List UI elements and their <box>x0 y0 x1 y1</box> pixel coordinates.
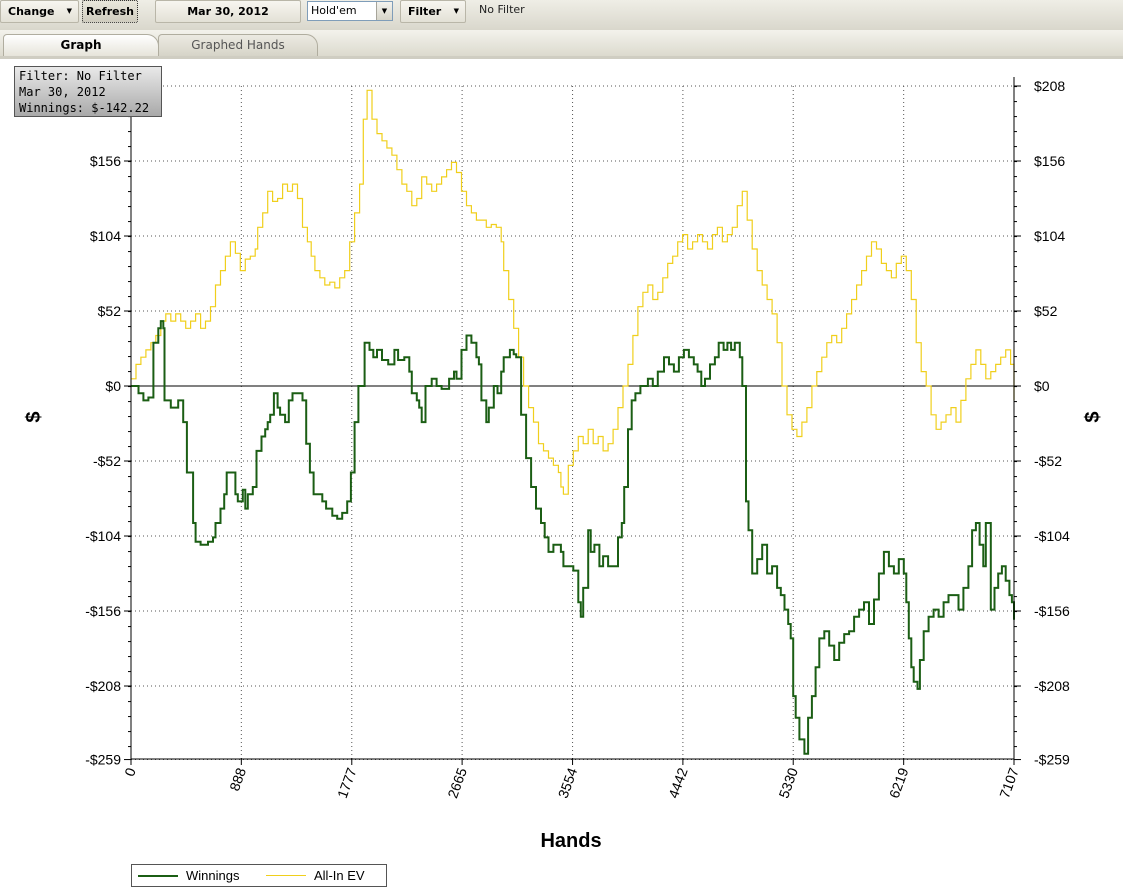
legend-label-allin-ev: All-In EV <box>314 868 365 883</box>
winnings-series-line <box>131 320 1015 755</box>
x-tick-label: 2665 <box>444 765 470 800</box>
x-tick-label: 888 <box>226 765 249 793</box>
legend-swatch-winnings <box>138 875 178 877</box>
game-select[interactable]: Hold'em ▼ <box>307 1 393 21</box>
change-button[interactable]: Change ▼ <box>0 0 79 23</box>
game-select-value: Hold'em <box>311 4 357 17</box>
y-tick-label-right: $208 <box>1034 78 1065 94</box>
change-label: Change <box>8 5 55 18</box>
left-axis: -$259 -$208 -$156 -$104 -$52 $0 $52 $104 $156 <box>85 86 131 768</box>
y-tick-label-right: $104 <box>1034 228 1065 244</box>
tab-graph[interactable]: Graph <box>3 34 159 56</box>
toolbar: Change ▼ Refresh Mar 30, 2012 Hold'em ▼ … <box>0 0 1123 31</box>
tab-graphed-hands[interactable]: Graphed Hands <box>158 34 318 56</box>
y-tick-label-right: $156 <box>1034 153 1065 169</box>
date-button[interactable]: Mar 30, 2012 <box>155 0 301 23</box>
y-axis-title-right: $ <box>1082 411 1104 422</box>
info-date: Mar 30, 2012 <box>19 85 106 99</box>
tab-bar: Graph Graphed Hands <box>0 30 1123 59</box>
y-tick-label-left: -$208 <box>85 678 121 694</box>
y-tick-label-right: $52 <box>1034 303 1058 319</box>
legend-swatch-allin-ev <box>266 875 306 876</box>
right-axis: -$259 -$208 -$156 -$104 -$52 $0 $52 $104 $156 $20… <box>1014 78 1070 768</box>
chevron-down-icon: ▼ <box>66 7 72 15</box>
y-tick-label-left: $52 <box>98 303 122 319</box>
x-tick-label: 6219 <box>886 765 912 800</box>
refresh-button[interactable]: Refresh <box>82 0 138 23</box>
info-winnings: Winnings: $-142.22 <box>19 101 150 115</box>
y-tick-label-right: -$156 <box>1034 603 1070 619</box>
filter-status: No Filter <box>479 3 525 16</box>
x-axis: 0 888 1777 2665 3554 4442 5330 6219 7107 <box>121 758 1022 800</box>
x-tick-label: 5330 <box>775 765 801 800</box>
y-tick-label-right: -$259 <box>1034 752 1070 768</box>
y-tick-label-left: -$259 <box>85 752 121 768</box>
x-tick-label: 3554 <box>555 765 581 800</box>
grid <box>131 85 1014 761</box>
winnings-chart: -$259 -$208 -$156 -$104 -$52 $0 $52 $104 $156 -$… <box>23 77 1104 852</box>
x-tick-label: 1777 <box>334 765 360 800</box>
x-tick-label: 4442 <box>665 765 691 800</box>
chevron-down-icon: ▼ <box>453 7 459 15</box>
x-axis-title: Hands <box>540 830 601 852</box>
y-tick-label-left: $104 <box>90 228 121 244</box>
x-tick-label: 0 <box>121 765 139 778</box>
legend-label-winnings: Winnings <box>186 868 240 883</box>
y-tick-label-right: -$104 <box>1034 528 1070 544</box>
y-tick-label-right: -$208 <box>1034 678 1070 694</box>
info-filter: Filter: No Filter <box>19 69 142 83</box>
y-tick-label-left: -$52 <box>93 453 121 469</box>
y-tick-label-left: $156 <box>90 153 121 169</box>
filter-label: Filter <box>408 5 442 18</box>
chevron-down-icon[interactable]: ▼ <box>376 2 392 20</box>
x-tick-label: 7107 <box>996 765 1022 800</box>
y-tick-label-right: -$52 <box>1034 453 1062 469</box>
y-tick-label-left: -$104 <box>85 528 121 544</box>
refresh-label: Refresh <box>86 5 134 18</box>
y-tick-label-left: $0 <box>105 378 121 394</box>
filter-button[interactable]: Filter ▼ <box>400 0 466 23</box>
info-box: Filter: No Filter Mar 30, 2012 Winnings:… <box>14 66 162 117</box>
y-tick-label-left: -$156 <box>85 603 121 619</box>
allin-ev-series-line <box>131 89 1015 495</box>
legend: Winnings All-In EV <box>131 864 387 887</box>
y-axis-title-left: $ <box>23 411 45 422</box>
date-label: Mar 30, 2012 <box>187 5 269 18</box>
y-tick-label-right: $0 <box>1034 378 1050 394</box>
